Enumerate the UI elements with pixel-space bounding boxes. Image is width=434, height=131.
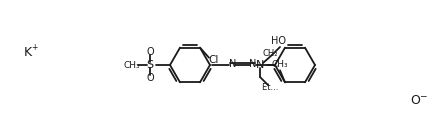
Text: N: N — [249, 59, 256, 69]
Text: CH₃: CH₃ — [124, 61, 140, 70]
Text: O: O — [146, 47, 154, 57]
Text: Cl: Cl — [209, 55, 219, 65]
Text: N: N — [229, 59, 236, 69]
Text: S: S — [146, 60, 154, 70]
Text: −: − — [419, 91, 427, 100]
Text: HO: HO — [270, 36, 286, 46]
Text: O: O — [410, 94, 420, 108]
Text: +: + — [31, 43, 37, 53]
Text: CH₃: CH₃ — [272, 60, 288, 69]
Text: N: N — [256, 60, 264, 70]
Text: K: K — [24, 47, 32, 59]
Text: O: O — [146, 73, 154, 83]
Text: CH₂: CH₂ — [262, 48, 278, 58]
Text: Et...: Et... — [263, 83, 282, 91]
